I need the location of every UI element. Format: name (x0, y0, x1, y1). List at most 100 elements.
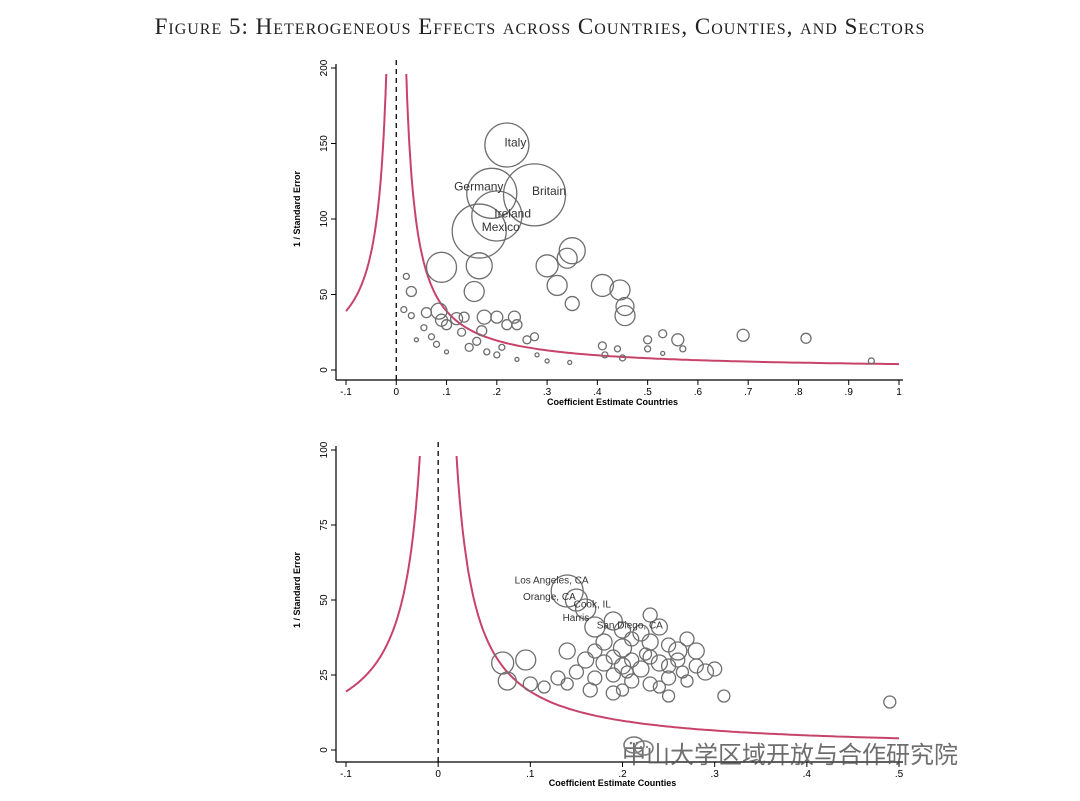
y-tick-label: 0 (319, 747, 330, 753)
data-point (584, 616, 606, 638)
x-tick-label: .5 (643, 387, 652, 398)
funnel-curve-left (345, 456, 421, 693)
data-point (660, 670, 677, 686)
data-point (402, 272, 410, 281)
data-point (883, 695, 897, 709)
y-tick-label: 75 (319, 519, 330, 531)
data-point (466, 167, 518, 219)
x-tick-label: 1 (896, 387, 902, 398)
data-point (502, 163, 567, 227)
data-point (605, 685, 621, 701)
x-tick-label: .1 (526, 769, 535, 780)
point-label: Cook, IL (574, 600, 612, 611)
x-tick-label: .2 (618, 769, 627, 780)
x-axis-title: Coefficient Estimate Counties (549, 778, 677, 788)
data-point (696, 663, 715, 681)
data-point (420, 306, 433, 319)
data-point (425, 251, 458, 283)
x-tick-label: -.1 (340, 769, 352, 780)
data-point (615, 683, 630, 697)
funnel-curve-right (405, 74, 900, 366)
data-point (413, 337, 420, 343)
data-point (407, 311, 416, 320)
data-point (661, 689, 676, 703)
data-point (498, 343, 506, 352)
data-point (483, 348, 491, 356)
data-point (443, 349, 450, 355)
data-point (440, 319, 453, 331)
data-point (590, 273, 615, 298)
data-point (449, 312, 464, 326)
point-label: Mexico (482, 220, 520, 234)
data-point (613, 621, 632, 639)
data-point (472, 336, 482, 346)
point-label: Harris (563, 613, 590, 624)
data-point (614, 304, 636, 327)
figure-title: Figure 5: Heterogeneous Effects across C… (154, 14, 926, 39)
data-point (400, 305, 408, 314)
data-point (456, 327, 467, 337)
point-label: Orange, CA (523, 592, 576, 603)
point-label: Britain (532, 184, 566, 198)
data-point (867, 357, 875, 365)
point-label: Italy (504, 136, 526, 150)
data-point (465, 252, 493, 280)
data-point (476, 309, 492, 325)
data-point (679, 345, 687, 353)
data-point (615, 296, 635, 317)
y-axis-title: 1 / Standard Error (292, 551, 302, 628)
data-point (624, 631, 640, 647)
data-point (717, 689, 731, 703)
x-tick-label: .3 (710, 769, 719, 780)
data-point (679, 631, 695, 647)
x-tick-label: .7 (744, 387, 753, 398)
data-point (574, 598, 597, 620)
x-tick-label: .9 (845, 387, 854, 398)
data-point (658, 329, 668, 339)
point-label: Ireland (494, 206, 531, 220)
y-tick-label: 100 (319, 210, 330, 227)
y-tick-label: 0 (319, 367, 330, 373)
data-point (680, 674, 694, 688)
data-point (618, 354, 627, 362)
data-point (546, 274, 568, 297)
data-point (582, 682, 598, 698)
y-tick-label: 25 (319, 669, 330, 681)
chart-counties: -.1 0 .1 .2 .3 .4 .5 0 25 50 75 100 Coefficient Esti… (292, 441, 904, 788)
point-label: San Diego, CA (597, 621, 663, 632)
x-tick-label: .5 (895, 769, 904, 780)
data-point (544, 358, 550, 364)
data-point (537, 680, 551, 694)
funnel-curve-left (345, 74, 388, 312)
data-point (476, 325, 488, 337)
y-tick-label: 150 (319, 135, 330, 152)
watermark: 中山大学区域开放与合作研究院 (622, 735, 958, 770)
data-point (605, 649, 621, 665)
data-point (650, 618, 669, 636)
data-point (491, 651, 515, 675)
x-tick-label: 0 (435, 769, 441, 780)
data-point (605, 667, 621, 683)
data-point (650, 654, 669, 672)
x-tick-label: .4 (803, 769, 812, 780)
data-point (601, 351, 609, 359)
y-tick-label: 200 (319, 59, 330, 76)
chart-countries: -.1 0 .1 .2 .3 .4 .5 .6 .7 .8 .9 1 0 50 100 150 200 Coeff… (292, 59, 903, 407)
data-point (564, 295, 580, 312)
x-tick-label: .2 (493, 387, 502, 398)
data-point (556, 247, 578, 269)
x-tick-label: 0 (393, 387, 399, 398)
data-point (736, 328, 750, 342)
data-point (515, 649, 537, 671)
data-point (458, 311, 470, 323)
data-point (595, 633, 613, 651)
data-point (612, 638, 633, 658)
data-point (567, 359, 573, 366)
data-point (652, 680, 667, 694)
data-point (687, 642, 705, 660)
x-tick-label: .6 (694, 387, 703, 398)
data-point (522, 335, 532, 345)
data-point (800, 332, 812, 344)
data-point (427, 333, 436, 341)
